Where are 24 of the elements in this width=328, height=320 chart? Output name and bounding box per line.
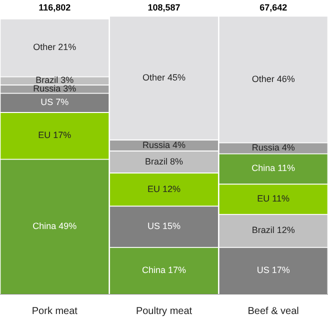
text: 67,642	[260, 2, 288, 12]
data-label: Brazil 3%	[36, 75, 74, 86]
x-tick-label: Poultry meat	[136, 306, 192, 317]
data-label: Russia 4%	[252, 142, 295, 153]
data-label: EU 17%	[38, 130, 72, 140]
data-label: Other 46%	[252, 74, 295, 84]
data-label: US 15%	[147, 221, 181, 232]
data-label: Russia 4%	[142, 140, 186, 150]
x-tick-label: Pork meat	[32, 306, 78, 317]
data-label: EU 12%	[147, 184, 181, 194]
x-tick-label: Beef & veal	[248, 306, 299, 317]
data-label: Other 21%	[33, 42, 76, 52]
data-label: Brazil 8%	[144, 156, 184, 166]
data-label: China 49%	[32, 221, 77, 232]
data-label: Russia 3%	[33, 83, 76, 94]
data-label: Other 45%	[142, 72, 186, 82]
data-label: China 17%	[142, 265, 186, 276]
data-label: US 17%	[256, 265, 290, 276]
data-label: EU 11%	[257, 194, 290, 204]
text: 108,587	[148, 2, 180, 12]
data-label: Brazil 12%	[252, 225, 295, 236]
data-label: China 11%	[252, 163, 296, 174]
data-label: US 7%	[40, 97, 69, 108]
text: 116,802	[38, 2, 71, 12]
